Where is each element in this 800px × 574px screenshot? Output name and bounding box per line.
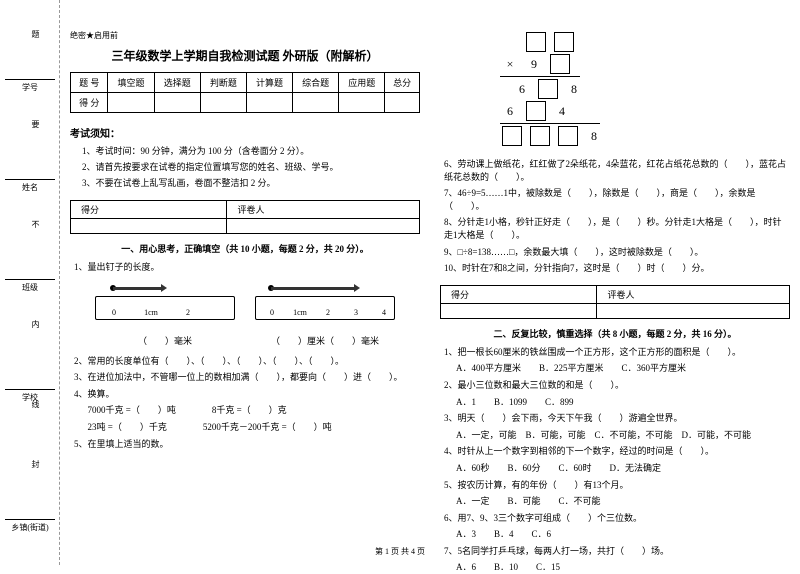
eval-table: 得分评卷人 [70, 200, 420, 234]
question-10: 10、时针在7和8之间，分针指向7，这时是（ ）时（ ）分。 [444, 262, 790, 275]
nail-icon [271, 282, 356, 294]
s2-question-5: 5、按农历计算，有的年份（ ）有13个月。 [444, 479, 790, 492]
seal-label: 题 [30, 30, 41, 38]
eval-table-2: 得分评卷人 [440, 285, 790, 319]
s2q5-options: A．一定 B．可能 C．不可能 [456, 495, 790, 508]
table-row: 得 分 [71, 93, 420, 113]
binding-field-class: 班级 [5, 250, 55, 293]
s2-question-1: 1、把一根长60厘米的铁丝围成一个正方形，这个正方形的面积是（ ）。 [444, 346, 790, 359]
s2-question-4: 4、时针从上一个数字到相邻的下一个数字，经过的时间是（ ）。 [444, 445, 790, 458]
question-7: 7、46÷9=5……1中，被除数是（ ），除数是（ ），商是（ ），余数是（ ）… [444, 187, 790, 212]
question-2: 2、常用的长度单位有（ ）、（ ）、（ ）、（ ）、（ ）。 [74, 355, 420, 368]
binding-field-name: 姓名 [5, 150, 55, 193]
seal-label: 线 [30, 400, 41, 408]
notice-list: 1、考试时间：90 分钟，满分为 100 分（含卷面分 2 分）。 2、请首先按… [82, 144, 420, 192]
s2-question-2: 2、最小三位数和最大三位数的和是（ ）。 [444, 379, 790, 392]
seal-label: 封 [30, 460, 41, 468]
s2-question-3: 3、明天（ ）会下雨，今天下午我（ ）游遍全世界。 [444, 412, 790, 425]
blank-box [530, 126, 550, 146]
confidential-mark: 绝密★启用前 [70, 30, 420, 41]
q4-line: 7000千克 =（ ）吨 8千克 =（ ）克 [74, 404, 420, 417]
ruler-1: 0 1cm 2 （ ）毫米 [95, 282, 235, 347]
notice-heading: 考试须知： [70, 125, 420, 140]
s2q4-options: A．60秒 B．60分 C．60时 D．无法确定 [456, 462, 790, 475]
right-column: × 9 6 8 6 4 8 6、劳动课上做纸花，红 [440, 30, 790, 540]
blank-box [554, 32, 574, 52]
blank-box [502, 126, 522, 146]
s2q3-options: A．一定，可能 B．可能，可能 C．不可能，不可能 D．可能，不可能 [456, 429, 790, 442]
binding-margin: 乡镇(街道) 学校 班级 姓名 学号 封 线 内 不 要 题 [0, 0, 60, 565]
blank-box [550, 54, 570, 74]
multiplication-problem: × 9 6 8 6 4 8 [500, 30, 790, 148]
question-4: 4、换算。 [74, 388, 420, 401]
s2q6-options: A．3 B．4 C．6 [456, 528, 790, 541]
notice-item: 2、请首先按要求在试卷的指定位置填写您的姓名、班级、学号。 [82, 160, 420, 173]
left-column: 绝密★启用前 三年级数学上学期自我检测试题 外研版（附解析） 题 号 填空题 选… [70, 30, 420, 540]
ruler1-label: （ ）毫米 [95, 334, 235, 347]
s2q7-options: A．6 B．10 C．15 [456, 561, 790, 574]
q4-line: 23吨 =（ ）千克 5200千克－200千克 =（ ）吨 [74, 421, 420, 434]
blank-box [526, 101, 546, 121]
question-6: 6、劳动课上做纸花，红红做了2朵纸花，4朵蓝花，红花占纸花总数的（ ），蓝花占纸… [444, 158, 790, 183]
seal-label: 要 [30, 120, 41, 128]
question-1: 1、量出钉子的长度。 [74, 261, 420, 274]
question-8: 8、分针走1小格，秒针正好走（ ），是（ ）秒。分针走1大格是（ ），时针走1大… [444, 216, 790, 241]
question-5: 5、在里填上适当的数。 [74, 438, 420, 451]
binding-field-school: 学校 [5, 360, 55, 403]
section1-title: 一、用心思考，正确填空（共 10 小题，每题 2 分，共 20 分）。 [70, 242, 420, 255]
s2q1-options: A．400平方厘米 B．225平方厘米 C．360平方厘米 [456, 362, 790, 375]
blank-box [558, 126, 578, 146]
score-table: 题 号 填空题 选择题 判断题 计算题 综合题 应用题 总分 得 分 [70, 72, 420, 113]
blank-box [538, 79, 558, 99]
table-row: 题 号 填空题 选择题 判断题 计算题 综合题 应用题 总分 [71, 73, 420, 93]
blank-box [526, 32, 546, 52]
page-footer: 第 1 页 共 4 页 [0, 546, 800, 557]
s2q2-options: A．1 B．1099 C．899 [456, 396, 790, 409]
question-3: 3、在进位加法中，不管哪一位上的数相加满（ ），都要向（ ）进（ ）。 [74, 371, 420, 384]
nail-icon [113, 282, 163, 294]
ruler-2: 0 1cm 2 3 4 （ ）厘米（ ）毫米 [255, 282, 395, 347]
notice-item: 3、不要在试卷上乱写乱画，卷面不整洁扣 2 分。 [82, 176, 420, 189]
exam-title: 三年级数学上学期自我检测试题 外研版（附解析） [70, 47, 420, 64]
binding-field-township: 乡镇(街道) [5, 490, 55, 533]
ruler2-label: （ ）厘米（ ）毫米 [255, 334, 395, 347]
seal-label: 不 [30, 220, 41, 228]
question-9: 9、□÷8=138……□，余数最大填（ ），这时被除数是（ ）。 [444, 246, 790, 259]
s2-question-6: 6、用7、9、3三个数字可组成（ ）个三位数。 [444, 512, 790, 525]
seal-label: 内 [30, 320, 41, 328]
section2-title: 二、反复比较，慎重选择（共 8 小题，每题 2 分，共 16 分）。 [440, 327, 790, 340]
notice-item: 1、考试时间：90 分钟，满分为 100 分（含卷面分 2 分）。 [82, 144, 420, 157]
ruler-row: 0 1cm 2 （ ）毫米 0 1cm [70, 282, 420, 347]
binding-field-id: 学号 [5, 50, 55, 93]
page-content: 绝密★启用前 三年级数学上学期自我检测试题 外研版（附解析） 题 号 填空题 选… [70, 30, 790, 540]
